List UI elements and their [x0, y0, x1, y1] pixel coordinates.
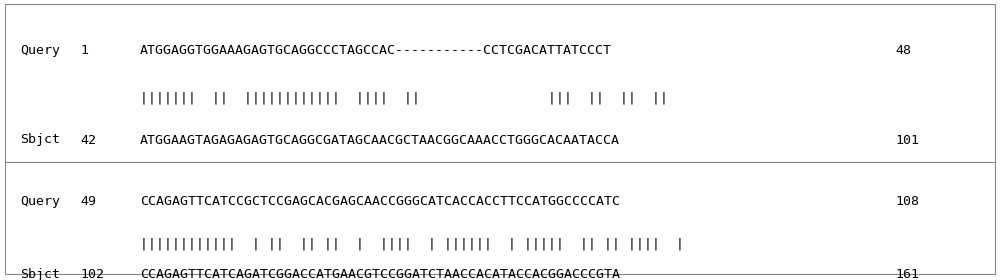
- Text: Query: Query: [20, 44, 60, 57]
- Text: CCAGAGTTCATCCGCTCCGAGCACGAGCAACCGGGCATCACCACCTTCCATGGCCCCATC: CCAGAGTTCATCCGCTCCGAGCACGAGCAACCGGGCATCA…: [140, 195, 620, 208]
- Text: Sbjct: Sbjct: [20, 268, 60, 280]
- Text: 1: 1: [80, 44, 88, 57]
- Text: Query: Query: [20, 195, 60, 208]
- Text: 49: 49: [80, 195, 96, 208]
- Text: 102: 102: [80, 268, 104, 280]
- Text: Sbjct: Sbjct: [20, 134, 60, 146]
- Text: 108: 108: [895, 195, 919, 208]
- Text: ATGGAAGTAGAGAGAGTGCAGGCGATAGCAACGCTAACGGCAAACCTGGGCACAATACCA: ATGGAAGTAGAGAGAGTGCAGGCGATAGCAACGCTAACGG…: [140, 134, 620, 146]
- Text: 48: 48: [895, 44, 911, 57]
- Text: 161: 161: [895, 268, 919, 280]
- Text: 101: 101: [895, 134, 919, 146]
- Text: 42: 42: [80, 134, 96, 146]
- Text: ATGGAGGTGGAAAGAGTGCAGGCCCTAGCCAC-----------CCTCGACATTATCCCT: ATGGAGGTGGAAAGAGTGCAGGCCCTAGCCAC--------…: [140, 44, 612, 57]
- Text: ||||||||||||  | ||  || ||  |  ||||  | ||||||  | |||||  || || ||||  |: |||||||||||| | || || || | |||| | |||||| …: [140, 237, 684, 250]
- Text: CCAGAGTTCATCAGATCGGACCATGAACGTCCGGATCTAACCACATACCACGGACCCGTA: CCAGAGTTCATCAGATCGGACCATGAACGTCCGGATCTAA…: [140, 268, 620, 280]
- Text: |||||||  ||  ||||||||||||  ||||  ||                |||  ||  ||  ||: ||||||| || |||||||||||| |||| || ||| || |…: [140, 92, 668, 104]
